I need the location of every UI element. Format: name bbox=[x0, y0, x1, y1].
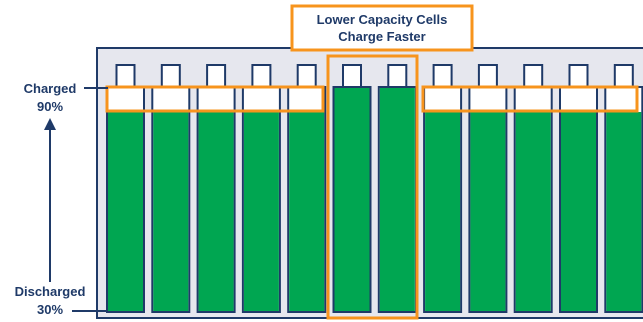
discharged-label: Discharged bbox=[15, 284, 86, 299]
cell-terminal bbox=[251, 64, 272, 89]
battery-cell bbox=[468, 64, 508, 313]
cell-charge-fill bbox=[470, 112, 506, 311]
cell-charge-fill bbox=[561, 112, 596, 311]
battery-cell bbox=[377, 64, 417, 313]
cell-terminal bbox=[613, 64, 634, 89]
discharged-percent-label: 30% bbox=[37, 302, 63, 317]
battery-cell bbox=[196, 64, 236, 313]
cell-row bbox=[106, 64, 643, 313]
cell-terminal bbox=[342, 64, 362, 89]
cell-charge-fill bbox=[108, 112, 143, 311]
cell-terminal bbox=[160, 64, 181, 89]
cell-terminal bbox=[523, 64, 544, 89]
cell-terminal bbox=[568, 64, 589, 89]
cell-charge-fill bbox=[153, 112, 189, 311]
callout-line-1: Lower Capacity Cells bbox=[317, 12, 448, 27]
battery-cell bbox=[559, 64, 598, 313]
battery-cell bbox=[513, 64, 553, 313]
battery-cell bbox=[332, 64, 372, 313]
charge-direction-arrow-head bbox=[44, 118, 56, 130]
cell-charge-fill bbox=[243, 112, 279, 311]
cell-charge-fill bbox=[515, 112, 551, 311]
charged-percent-label: 90% bbox=[37, 99, 63, 114]
highlight-box-right-cells bbox=[421, 85, 639, 113]
cell-terminal bbox=[387, 64, 408, 89]
cell-terminal bbox=[432, 64, 453, 89]
cell-terminal bbox=[206, 64, 227, 89]
callout-box bbox=[290, 4, 474, 52]
cell-charge-fill bbox=[379, 88, 415, 311]
cell-charge-fill bbox=[606, 112, 642, 311]
highlight-box-left-cells bbox=[105, 85, 325, 113]
cell-charge-fill bbox=[198, 112, 234, 311]
battery-cell bbox=[423, 64, 463, 313]
cell-charge-fill bbox=[334, 88, 370, 311]
cell-charge-fill bbox=[425, 112, 461, 311]
battery-cell bbox=[241, 64, 281, 313]
battery-cell bbox=[287, 64, 327, 313]
cell-terminal bbox=[296, 64, 317, 89]
battery-cell bbox=[604, 64, 643, 313]
battery-cell bbox=[151, 64, 191, 313]
callout-line-2: Charge Faster bbox=[338, 29, 425, 44]
battery-cell bbox=[106, 64, 145, 313]
cell-terminal bbox=[115, 64, 136, 89]
highlight-box-lower-capacity-cells bbox=[326, 54, 419, 320]
charged-label: Charged bbox=[24, 81, 77, 96]
cell-terminal bbox=[477, 64, 498, 89]
cell-charge-fill bbox=[289, 112, 325, 311]
